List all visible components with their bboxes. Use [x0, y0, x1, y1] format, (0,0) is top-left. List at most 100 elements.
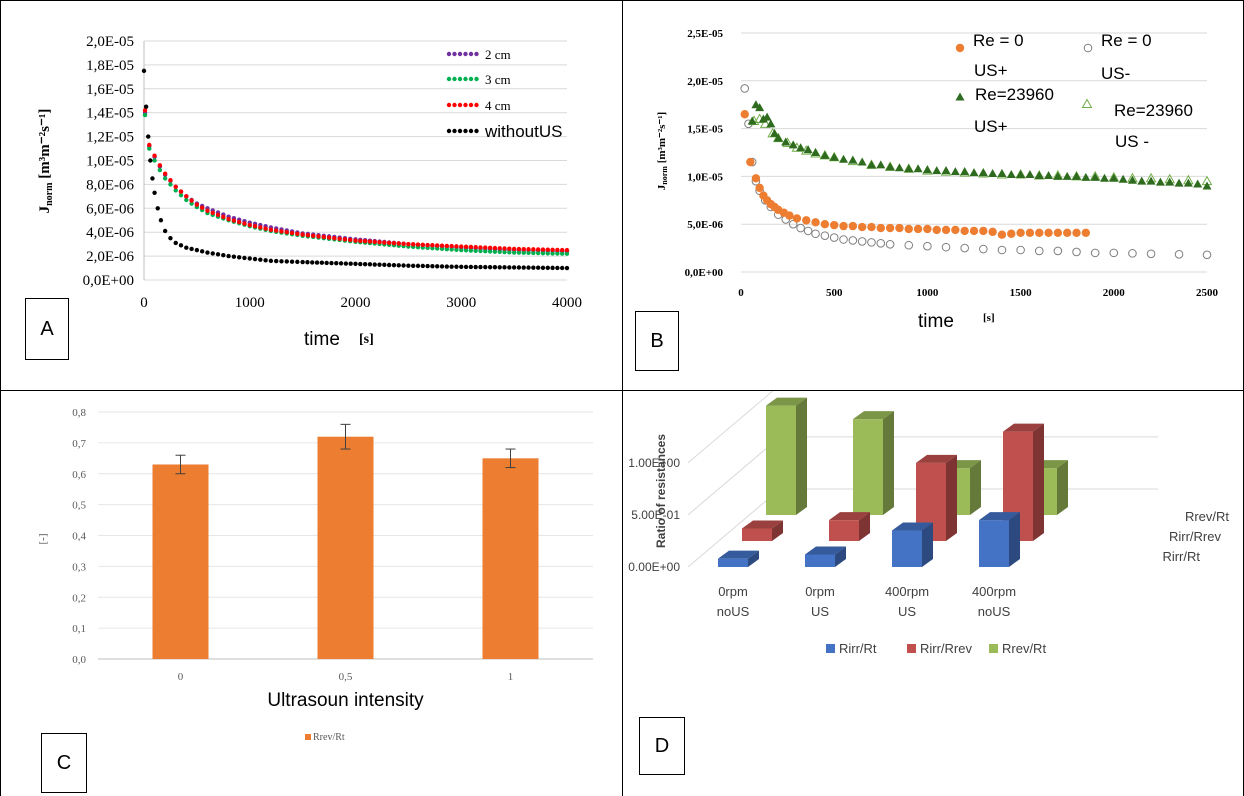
- y-tick-label: 0,6: [72, 469, 86, 481]
- series-point-withoutUS: [152, 190, 157, 195]
- data-point: [857, 237, 867, 246]
- data-point: [773, 133, 783, 142]
- bar-top: [742, 520, 783, 529]
- data-point: [1007, 229, 1016, 238]
- series-point-withoutUS: [158, 218, 164, 223]
- data-point: [941, 166, 951, 175]
- series-point-3-cm: [521, 250, 526, 255]
- series-point-withoutUS: [338, 261, 344, 266]
- bar-side: [772, 520, 783, 541]
- data-point: [1072, 247, 1081, 257]
- series-point-withoutUS: [406, 263, 411, 268]
- series-point-withoutUS: [511, 265, 517, 270]
- bar-top: [805, 546, 846, 555]
- data-point: [740, 110, 749, 119]
- series-point-3-cm: [507, 250, 512, 255]
- series-point-4-cm: [435, 243, 440, 248]
- series-point-withoutUS: [535, 265, 541, 270]
- series-point-withoutUS: [268, 258, 274, 264]
- x-tick-label: 2000: [341, 295, 371, 311]
- series-point-withoutUS: [358, 261, 363, 267]
- series-point-3-cm: [555, 251, 560, 256]
- series-point-3-cm: [152, 158, 157, 163]
- series-point-3-cm: [540, 250, 546, 256]
- series-point-withoutUS: [173, 240, 178, 246]
- x-tick-label: 3000: [446, 295, 476, 311]
- legend-marker: [468, 76, 474, 82]
- legend-marker: [457, 51, 463, 57]
- data-point: [913, 164, 923, 173]
- series-point-withoutUS: [231, 254, 237, 259]
- y-tick-label: 0,8: [72, 407, 86, 419]
- series-point-3-cm: [487, 249, 493, 254]
- y-tick-label: 6,0E-06: [86, 201, 134, 217]
- series-point-withoutUS: [221, 253, 226, 258]
- series-point-withoutUS: [459, 264, 464, 270]
- series-point-4-cm: [173, 184, 178, 189]
- series-point-4-cm: [487, 245, 493, 251]
- series-point-3-cm: [173, 188, 178, 193]
- data-point: [829, 152, 839, 161]
- legend-marker: [955, 43, 965, 53]
- series-point-3-cm: [435, 246, 440, 251]
- series-point-4-cm: [258, 225, 263, 230]
- series-point-3-cm: [535, 250, 541, 256]
- middle-vertical-divider: [622, 0, 623, 796]
- legend-marker: [446, 51, 452, 57]
- data-point: [1118, 174, 1128, 183]
- data-point: [839, 235, 848, 244]
- data-point: [932, 166, 942, 175]
- series-point-withoutUS: [143, 104, 149, 109]
- depth-label: Rirr/Rrev: [1169, 529, 1221, 544]
- series-point-4-cm: [502, 246, 507, 251]
- series-point-withoutUS: [189, 246, 194, 252]
- series-point-3-cm: [178, 192, 184, 198]
- series-point-4-cm: [247, 222, 252, 228]
- series-point-withoutUS: [334, 261, 339, 266]
- y-tick-label: 1,2E-05: [86, 130, 134, 146]
- data-point: [848, 236, 858, 245]
- series-point-4-cm: [184, 194, 189, 199]
- legend-marker: [463, 128, 468, 134]
- series-point-withoutUS: [289, 259, 295, 264]
- x-tick-label: 4000: [552, 295, 582, 311]
- series-point-3-cm: [497, 249, 502, 255]
- series-point-3-cm: [468, 248, 474, 253]
- legend-marker: [474, 76, 479, 82]
- series-point-withoutUS: [473, 264, 478, 270]
- series-point-4-cm: [507, 246, 512, 251]
- series-point-withoutUS: [526, 265, 531, 270]
- series-point-3-cm: [559, 251, 565, 256]
- legend-label: Rirr/Rrev: [920, 641, 972, 656]
- panel-label-b: B: [635, 311, 679, 371]
- series-point-withoutUS: [348, 261, 353, 266]
- series-point-withoutUS: [252, 256, 258, 262]
- data-point: [885, 162, 895, 171]
- bar-side: [859, 512, 870, 541]
- series-point-3-cm: [142, 112, 148, 118]
- series-point-4-cm: [236, 219, 242, 225]
- series-point-withoutUS: [263, 258, 268, 263]
- series-point-3-cm: [444, 246, 450, 252]
- data-point: [1072, 171, 1082, 180]
- y-tick-label: 0,7: [72, 438, 86, 450]
- series-point-4-cm: [289, 230, 295, 236]
- data-point: [867, 222, 876, 232]
- bar-top: [829, 512, 870, 521]
- legend-marker: [457, 102, 463, 108]
- series-point-withoutUS: [178, 243, 184, 248]
- panel-label-c: C: [41, 733, 87, 793]
- series-point-withoutUS: [497, 265, 502, 270]
- data-point: [895, 223, 904, 233]
- data-point: [885, 223, 895, 233]
- x-tick-label: 0rpm: [718, 584, 748, 599]
- data-point: [904, 164, 914, 173]
- bar-side: [946, 454, 957, 541]
- panel-b: 0,0E+00 5,0E-06 1,0E-05 1,5E-05 2,0E-05 2,5E-…: [623, 1, 1243, 390]
- series-point-withoutUS: [184, 245, 189, 250]
- middle-horizontal-divider: [0, 390, 1244, 391]
- x-tick-label: 0,5: [339, 671, 353, 683]
- series-point-4-cm: [497, 246, 502, 251]
- y-tick-label: 1,5E-05: [687, 124, 723, 136]
- series-point-withoutUS: [463, 264, 469, 270]
